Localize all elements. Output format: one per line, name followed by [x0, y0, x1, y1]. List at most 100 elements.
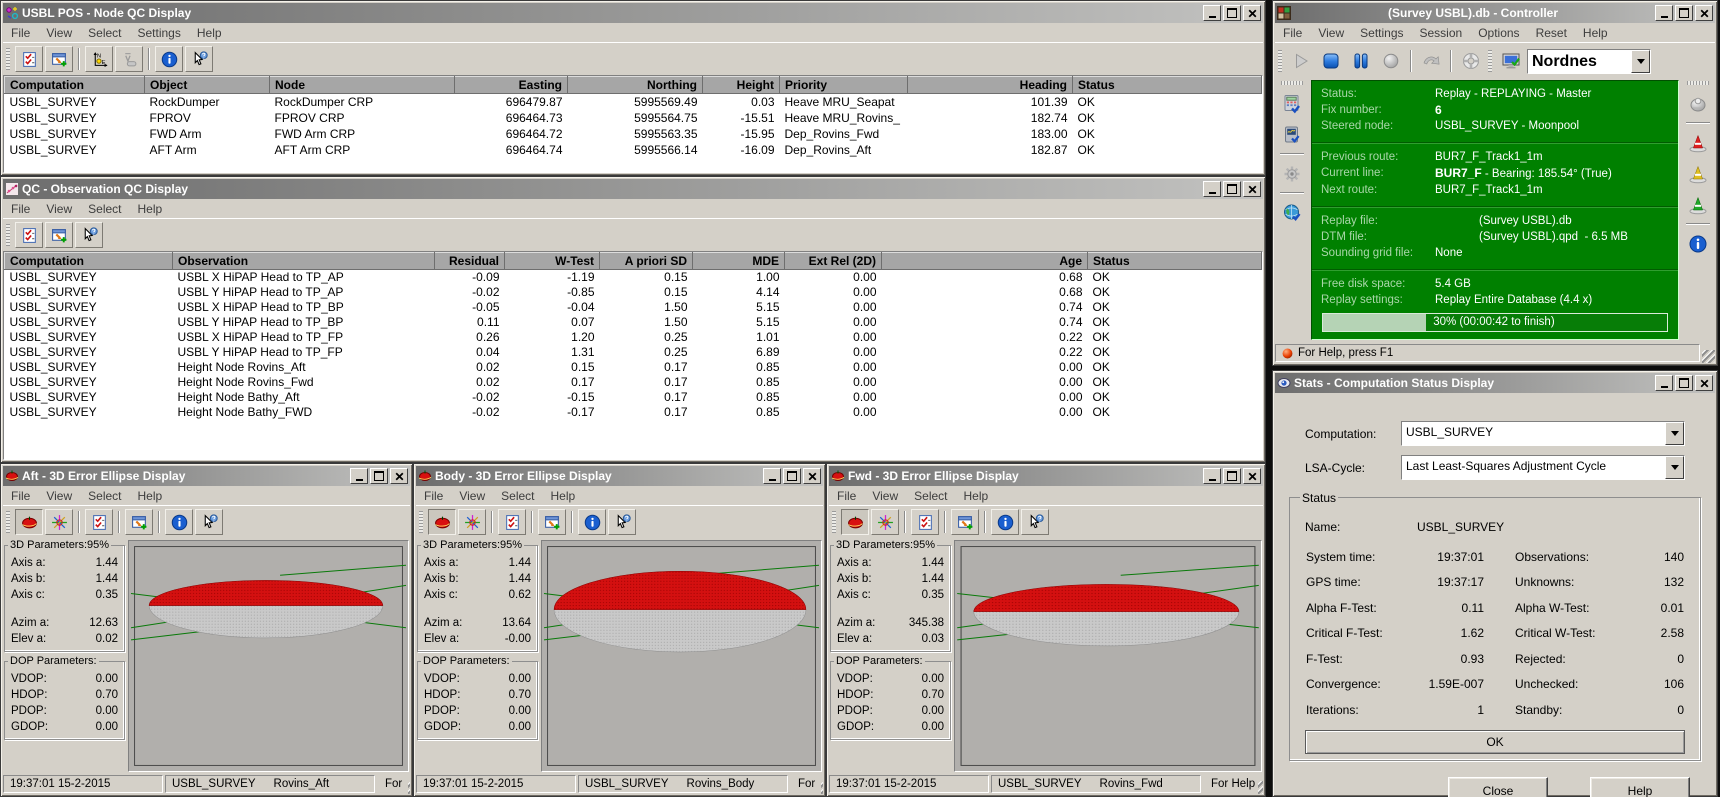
new-display-icon[interactable] [45, 222, 73, 248]
column-header[interactable]: Priority [779, 76, 908, 94]
close-button[interactable] [1695, 5, 1713, 21]
column-header[interactable]: Residual [434, 252, 505, 270]
green-cone-icon[interactable] [1683, 190, 1713, 219]
menu-select[interactable]: Select [914, 488, 948, 503]
table-row[interactable]: USBL_SURVEY Height Node Bathy_FWD -0.02 -0.… [5, 405, 1262, 420]
table-row[interactable]: Critical F-Test: 1.62 Critical W-Test: 2.58 [1305, 621, 1685, 647]
new-display-icon[interactable] [538, 509, 566, 535]
column-header[interactable]: A priori SD [599, 252, 693, 270]
pause-icon[interactable] [1347, 48, 1375, 74]
minimize-button[interactable] [1203, 468, 1221, 484]
table-row[interactable]: USBL_SURVEY FPROV FPROV CRP 696464.73 599556… [5, 110, 1262, 126]
menu-view[interactable]: View [872, 488, 899, 503]
column-header[interactable]: Node [269, 76, 455, 94]
column-header[interactable]: Object [144, 76, 270, 94]
table-row[interactable]: USBL_SURVEY USBL Y HiPAP Head to TP_FP 0.0… [5, 345, 1262, 360]
dropdown-arrow-icon[interactable] [1665, 456, 1684, 479]
radial-plot-icon[interactable] [45, 509, 73, 535]
help-cursor-icon[interactable] [75, 222, 103, 248]
computation-select[interactable]: USBL_SURVEY [1401, 421, 1685, 446]
titlebar[interactable]: (Survey USBL).db - Controller [1275, 3, 1715, 23]
column-header[interactable]: Computation [4, 252, 173, 270]
menu-file[interactable]: File [11, 25, 31, 40]
titlebar[interactable]: USBL POS - Node QC Display [3, 3, 1263, 23]
column-header[interactable]: Height [702, 76, 780, 94]
titlebar[interactable]: Stats - Computation Status Display [1275, 373, 1715, 393]
toolbar-grip[interactable] [832, 511, 836, 533]
menu-settings[interactable]: Settings [1360, 25, 1404, 40]
ellipsoid-3d-view[interactable] [541, 540, 822, 772]
table-row[interactable]: USBL_SURVEY USBL Y HiPAP Head to TP_BP 0.1… [5, 315, 1262, 330]
gear-icon[interactable] [1277, 159, 1307, 188]
maximize-button[interactable] [1223, 468, 1241, 484]
info-icon[interactable] [578, 509, 606, 535]
info-icon[interactable] [991, 509, 1019, 535]
resize-grip[interactable] [407, 781, 410, 794]
menu-file[interactable]: File [424, 488, 444, 503]
checklist-icon[interactable] [15, 222, 43, 248]
close-button[interactable] [803, 468, 821, 484]
toolbar-grip[interactable] [419, 511, 423, 533]
menu-settings[interactable]: Settings [137, 25, 181, 40]
echosounder-icon[interactable] [1277, 120, 1307, 149]
menu-help[interactable]: Help [1582, 25, 1608, 40]
new-display-icon[interactable] [45, 46, 73, 72]
column-header[interactable]: MDE [692, 252, 785, 270]
close-button[interactable]: Close [1448, 777, 1548, 797]
vector-icon[interactable] [115, 46, 143, 72]
stop-icon[interactable] [1317, 48, 1345, 74]
help-button[interactable]: Help [1590, 777, 1690, 797]
column-header[interactable]: Age [881, 252, 1088, 270]
table-row[interactable]: USBL_SURVEY USBL X HiPAP Head to TP_AP -0.… [5, 270, 1262, 286]
menu-view[interactable]: View [46, 488, 73, 503]
column-header[interactable]: Easting [454, 76, 568, 94]
info-icon[interactable] [165, 509, 193, 535]
toolbar-grip[interactable] [6, 48, 10, 70]
help-cursor-icon[interactable] [195, 509, 223, 535]
toolbar-grip[interactable] [6, 224, 10, 246]
column-header[interactable]: Northing [567, 76, 703, 94]
table-row[interactable]: Alpha F-Test: 0.11 Alpha W-Test: 0.01 [1305, 595, 1685, 621]
dropdown-arrow-icon[interactable] [1631, 49, 1650, 73]
dropdown-arrow-icon[interactable] [1665, 422, 1684, 445]
table-row[interactable]: System time: 19:37:01 Observations: 140 [1305, 544, 1685, 570]
lsa-cycle-select[interactable]: Last Least-Squares Adjustment Cycle [1401, 455, 1685, 480]
new-display-icon[interactable] [125, 509, 153, 535]
column-header[interactable]: Status [1072, 76, 1262, 94]
toolbar-grip[interactable] [1687, 81, 1709, 85]
menu-help[interactable]: Help [963, 488, 989, 503]
close-button[interactable] [1243, 181, 1261, 197]
play-icon[interactable] [1287, 48, 1315, 74]
checklist-icon[interactable] [15, 46, 43, 72]
checklist-icon[interactable] [85, 509, 113, 535]
table-row[interactable]: USBL_SURVEY USBL X HiPAP Head to TP_FP 0.2… [5, 330, 1262, 345]
resize-grip[interactable] [1257, 781, 1263, 794]
info-icon[interactable] [155, 46, 183, 72]
redo-arrow-icon[interactable] [1417, 48, 1445, 74]
globe-check-icon[interactable] [1277, 198, 1307, 227]
record-icon[interactable] [1377, 48, 1405, 74]
table-row[interactable]: USBL_SURVEY Height Node Rovins_Fwd 0.02 0.1… [5, 375, 1262, 390]
menu-select[interactable]: Select [501, 488, 535, 503]
menu-help[interactable]: Help [137, 201, 163, 216]
minimize-button[interactable] [1203, 5, 1221, 21]
table-row[interactable]: GPS time: 19:37:17 Unknowns: 132 [1305, 570, 1685, 596]
titlebar[interactable]: QC - Observation QC Display [3, 179, 1263, 199]
minimize-button[interactable] [1203, 181, 1221, 197]
red-cone-icon[interactable] [1683, 128, 1713, 157]
ellipsoid-icon[interactable] [15, 509, 43, 535]
table-row[interactable]: USBL_SURVEY FWD Arm FWD Arm CRP 696464.72 59… [5, 126, 1262, 142]
minimize-button[interactable] [1655, 5, 1673, 21]
help-cursor-icon[interactable] [185, 46, 213, 72]
menu-view[interactable]: View [459, 488, 486, 503]
help-cursor-icon[interactable] [1021, 509, 1049, 535]
close-button[interactable] [1695, 375, 1713, 391]
lifebuoy-icon[interactable] [1457, 48, 1485, 74]
titlebar[interactable]: Body - 3D Error Ellipse Display [416, 466, 823, 486]
help-cursor-icon[interactable] [608, 509, 636, 535]
table-row[interactable]: USBL_SURVEY USBL X HiPAP Head to TP_BP -0.… [5, 300, 1262, 315]
column-header[interactable]: Ext Rel (2D) [784, 252, 882, 270]
ellipsoid-3d-view[interactable] [954, 540, 1262, 772]
menu-help[interactable]: Help [196, 25, 222, 40]
